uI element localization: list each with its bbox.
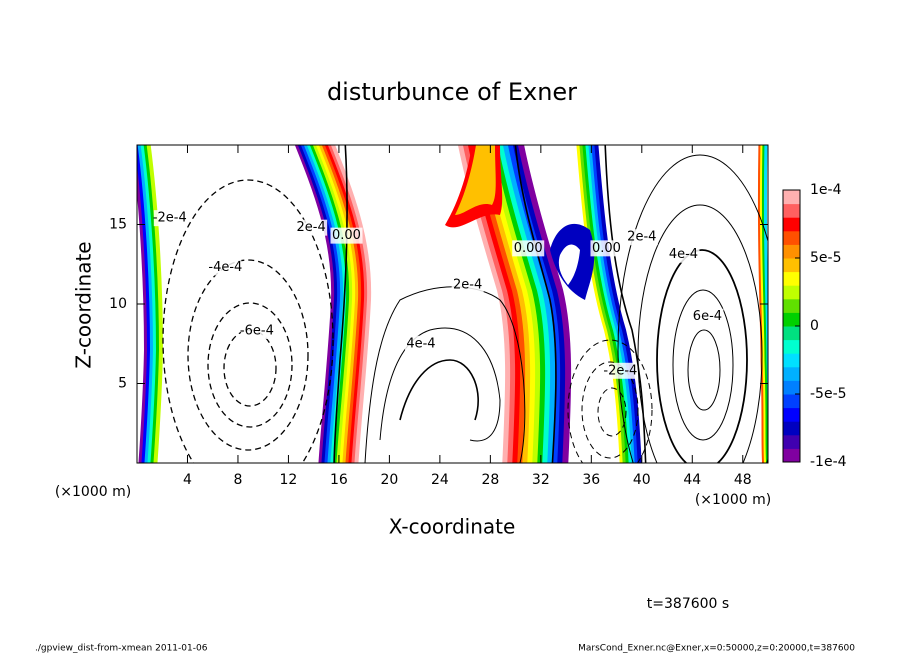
x-tick-label: 32	[532, 472, 550, 488]
contour-label: 6e-4	[693, 309, 722, 324]
x-tick-label: 48	[734, 472, 752, 488]
x-tick-label: 36	[582, 472, 600, 488]
colorbar-band	[783, 407, 800, 422]
plot-frame	[136, 144, 769, 464]
y-unit-label: (×1000 m)	[55, 484, 131, 500]
x-tick-label: 8	[233, 472, 242, 488]
contour-label-bg	[209, 259, 242, 276]
contour-label: 0.00	[332, 228, 361, 243]
contour-label-bg	[590, 240, 623, 257]
contour-label-bg	[512, 240, 545, 257]
contour-label: -2e-4	[603, 363, 637, 378]
colorbar-tick-label: 5e-5	[810, 250, 841, 266]
filled-contours	[137, 145, 768, 463]
contour-label: -2e-4	[153, 211, 187, 226]
contour-lines	[162, 145, 768, 463]
contour-label: -6e-4	[240, 324, 274, 339]
contour-label: 4e-4	[406, 336, 435, 351]
colorbar-tick-label: 1e-4	[810, 182, 842, 198]
contour-label: 0.00	[514, 241, 543, 256]
contour-label: 2e-4	[297, 220, 326, 235]
colorbar-band	[783, 298, 800, 313]
contour-label-bg	[691, 308, 724, 325]
colorbar-band	[783, 366, 800, 381]
colorbar-band	[783, 434, 800, 449]
contour-label: -4e-4	[208, 260, 242, 275]
x-tick-label: 20	[380, 472, 398, 488]
colorbar-band	[783, 312, 800, 327]
colorbar-tick-label: -1e-4	[810, 454, 847, 470]
colorbar-band	[783, 203, 800, 218]
x-tick-label: 4	[183, 472, 192, 488]
contour-label: 0.00	[592, 241, 621, 256]
x-tick-label: 28	[481, 472, 499, 488]
contour-label-bg	[625, 229, 658, 246]
colorbar-band	[783, 285, 800, 300]
contour-label-bg	[451, 276, 484, 293]
contour-label: 2e-4	[627, 230, 656, 245]
colorbar-band	[783, 380, 800, 395]
x-tick-label: 12	[280, 472, 298, 488]
contour-label-bg	[240, 323, 273, 340]
colorbar-band	[783, 217, 800, 232]
x-axis-label: X-coordinate	[389, 515, 516, 539]
x-tick-label: 40	[633, 472, 651, 488]
contour-label: 2e-4	[453, 277, 482, 292]
colorbar-band	[783, 394, 800, 409]
contour-label-bg	[153, 210, 186, 227]
colorbar-band	[783, 421, 800, 436]
colorbar-tick-label: 0	[810, 318, 819, 334]
contour-label: 4e-4	[669, 247, 698, 262]
time-label: t=387600 s	[647, 596, 729, 612]
y-tick-label: 10	[109, 296, 127, 312]
footer-right: MarsCond_Exner.nc@Exner,x=0:50000,z=0:20…	[578, 644, 855, 654]
color-band	[455, 145, 496, 215]
colorbar-band	[783, 353, 800, 368]
colorbar-band	[783, 244, 800, 259]
x-tick-label: 16	[330, 472, 348, 488]
colorbar-band	[783, 326, 800, 341]
contour-label-bg	[604, 362, 637, 379]
contour-label-bg	[404, 335, 437, 352]
colorbar-band	[783, 258, 800, 273]
colorbar-band	[783, 271, 800, 286]
colorbar-band	[783, 230, 800, 245]
x-tick-label: 44	[683, 472, 701, 488]
contour-label-bg	[330, 227, 363, 244]
chart-title: disturbunce of Exner	[327, 78, 577, 106]
colorbar-band	[783, 448, 800, 463]
y-tick-label: 15	[109, 217, 127, 233]
colorbar-tick-label: -5e-5	[810, 386, 847, 402]
x-unit-label: (×1000 m)	[695, 492, 771, 508]
color-band	[558, 244, 580, 285]
contour-label-bg	[295, 219, 328, 236]
y-tick-label: 5	[118, 376, 127, 392]
colorbar-band	[783, 190, 800, 205]
colorbar-band	[783, 339, 800, 354]
y-axis-label: Z-coordinate	[72, 241, 96, 368]
x-tick-label: 24	[431, 472, 449, 488]
footer-left: ./gpview_dist-from-xmean 2011-01-06	[35, 644, 208, 654]
contour-label-bg	[667, 246, 700, 263]
